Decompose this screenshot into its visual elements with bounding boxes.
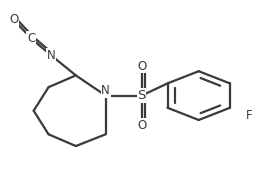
Text: O: O: [9, 13, 19, 26]
Text: N: N: [47, 49, 55, 62]
Text: C: C: [27, 32, 35, 45]
Text: S: S: [137, 89, 146, 102]
Text: O: O: [137, 60, 146, 73]
Text: N: N: [101, 84, 110, 97]
Text: O: O: [137, 119, 146, 131]
Text: F: F: [246, 109, 252, 122]
